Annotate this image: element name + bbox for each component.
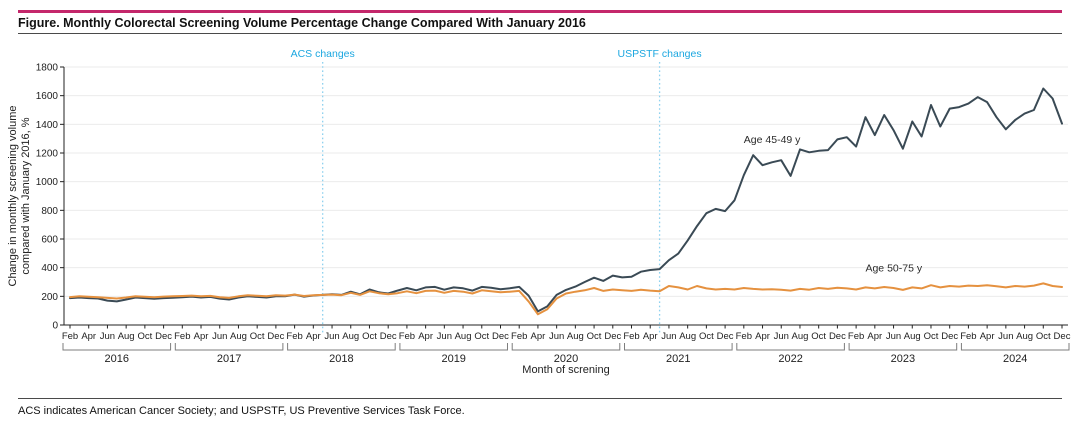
x-tick-label: Jun bbox=[886, 331, 901, 342]
year-label: 2020 bbox=[554, 353, 578, 365]
y-tick-label: 600 bbox=[41, 235, 58, 246]
year-label: 2017 bbox=[217, 353, 241, 365]
y-tick-label: 0 bbox=[52, 321, 58, 332]
x-tick-label: Apr bbox=[306, 331, 321, 342]
x-axis-title: Month of screning bbox=[522, 364, 610, 376]
x-tick-label: Oct bbox=[250, 331, 265, 342]
year-bracket bbox=[62, 343, 172, 351]
x-tick-label: Dec bbox=[155, 331, 172, 342]
figure-footnote: ACS indicates American Cancer Society; a… bbox=[18, 405, 465, 417]
figure-title: Figure. Monthly Colorectal Screening Vol… bbox=[18, 16, 586, 30]
x-tick-label: Feb bbox=[174, 331, 190, 342]
x-tick-label: Dec bbox=[604, 331, 621, 342]
x-tick-label: Oct bbox=[362, 331, 377, 342]
x-tick-label: Feb bbox=[960, 331, 976, 342]
x-tick-label: Feb bbox=[848, 331, 864, 342]
x-tick-label: Dec bbox=[717, 331, 734, 342]
year-bracket bbox=[960, 343, 1070, 351]
annotation-label-uspstf: USPSTF changes bbox=[618, 48, 702, 60]
x-tick-label: Oct bbox=[587, 331, 602, 342]
y-tick-label: 1800 bbox=[36, 63, 59, 74]
year-bracket bbox=[736, 343, 845, 351]
x-tick-label: Jun bbox=[661, 331, 676, 342]
x-tick-label: Apr bbox=[980, 331, 995, 342]
series-label-age-50-75: Age 50-75 y bbox=[865, 263, 922, 275]
x-tick-label: Apr bbox=[418, 331, 433, 342]
x-tick-label: Jun bbox=[998, 331, 1013, 342]
x-tick-label: Oct bbox=[474, 331, 489, 342]
x-tick-label: Jun bbox=[437, 331, 452, 342]
x-tick-label: Aug bbox=[230, 331, 247, 342]
x-tick-label: Dec bbox=[492, 331, 509, 342]
year-bracket bbox=[174, 343, 284, 351]
x-tick-label: Apr bbox=[643, 331, 658, 342]
figure-accent-rule bbox=[18, 10, 1062, 13]
x-tick-label: Apr bbox=[81, 331, 96, 342]
year-label: 2023 bbox=[891, 353, 915, 365]
x-tick-label: Feb bbox=[736, 331, 752, 342]
year-bracket bbox=[848, 343, 958, 351]
x-tick-label: Aug bbox=[1016, 331, 1033, 342]
x-tick-label: Feb bbox=[286, 331, 302, 342]
year-label: 2022 bbox=[778, 353, 802, 365]
year-label: 2019 bbox=[441, 353, 465, 365]
year-bracket bbox=[287, 343, 396, 351]
x-tick-label: Dec bbox=[267, 331, 284, 342]
x-tick-label: Dec bbox=[829, 331, 846, 342]
x-tick-label: Jun bbox=[774, 331, 789, 342]
x-tick-label: Feb bbox=[62, 331, 78, 342]
x-tick-label: Feb bbox=[511, 331, 527, 342]
x-tick-label: Aug bbox=[904, 331, 921, 342]
x-tick-label: Jun bbox=[100, 331, 115, 342]
title-divider bbox=[18, 33, 1062, 34]
x-tick-label: Aug bbox=[118, 331, 135, 342]
x-tick-label: Apr bbox=[531, 331, 546, 342]
series-line-age-45-49 bbox=[69, 87, 1063, 313]
x-tick-label: Oct bbox=[924, 331, 939, 342]
footnote-divider bbox=[18, 398, 1062, 399]
series-line-age-50-75 bbox=[69, 282, 1063, 316]
x-tick-label: Jun bbox=[212, 331, 227, 342]
x-tick-label: Feb bbox=[399, 331, 415, 342]
year-bracket bbox=[624, 343, 733, 351]
year-label: 2018 bbox=[329, 353, 353, 365]
y-tick-label: 1200 bbox=[36, 149, 59, 160]
x-tick-label: Apr bbox=[194, 331, 209, 342]
annotation-label-acs: ACS changes bbox=[291, 48, 355, 60]
year-bracket bbox=[399, 343, 508, 351]
year-label: 2016 bbox=[105, 353, 129, 365]
x-tick-label: Aug bbox=[567, 331, 584, 342]
series-label-age-45-49: Age 45-49 y bbox=[744, 134, 801, 146]
y-tick-label: 1000 bbox=[36, 177, 59, 188]
x-tick-label: Dec bbox=[380, 331, 397, 342]
year-bracket bbox=[511, 343, 621, 351]
x-tick-label: Dec bbox=[941, 331, 958, 342]
y-tick-label: 1600 bbox=[36, 91, 59, 102]
x-tick-label: Apr bbox=[867, 331, 882, 342]
x-tick-label: Oct bbox=[1036, 331, 1051, 342]
y-axis-title: Change in monthly screening volume compa… bbox=[7, 46, 37, 346]
x-tick-label: Aug bbox=[679, 331, 696, 342]
y-axis-title-line2: compared with January 2016, % bbox=[20, 117, 32, 275]
x-tick-label: Aug bbox=[792, 331, 809, 342]
x-tick-label: Oct bbox=[699, 331, 714, 342]
y-tick-label: 800 bbox=[41, 206, 58, 217]
x-tick-label: Apr bbox=[755, 331, 770, 342]
y-tick-label: 200 bbox=[41, 292, 58, 303]
x-tick-label: Dec bbox=[1054, 331, 1071, 342]
x-tick-label: Oct bbox=[137, 331, 152, 342]
x-tick-label: Oct bbox=[811, 331, 826, 342]
y-axis-title-line1: Change in monthly screening volume bbox=[7, 105, 19, 287]
x-tick-label: Jun bbox=[324, 331, 339, 342]
y-tick-label: 1400 bbox=[36, 120, 59, 131]
x-tick-label: Jun bbox=[549, 331, 564, 342]
x-tick-label: Aug bbox=[455, 331, 472, 342]
year-label: 2024 bbox=[1003, 353, 1027, 365]
x-tick-label: Feb bbox=[623, 331, 639, 342]
year-label: 2021 bbox=[666, 353, 690, 365]
y-tick-label: 400 bbox=[41, 263, 58, 274]
x-tick-label: Aug bbox=[342, 331, 359, 342]
